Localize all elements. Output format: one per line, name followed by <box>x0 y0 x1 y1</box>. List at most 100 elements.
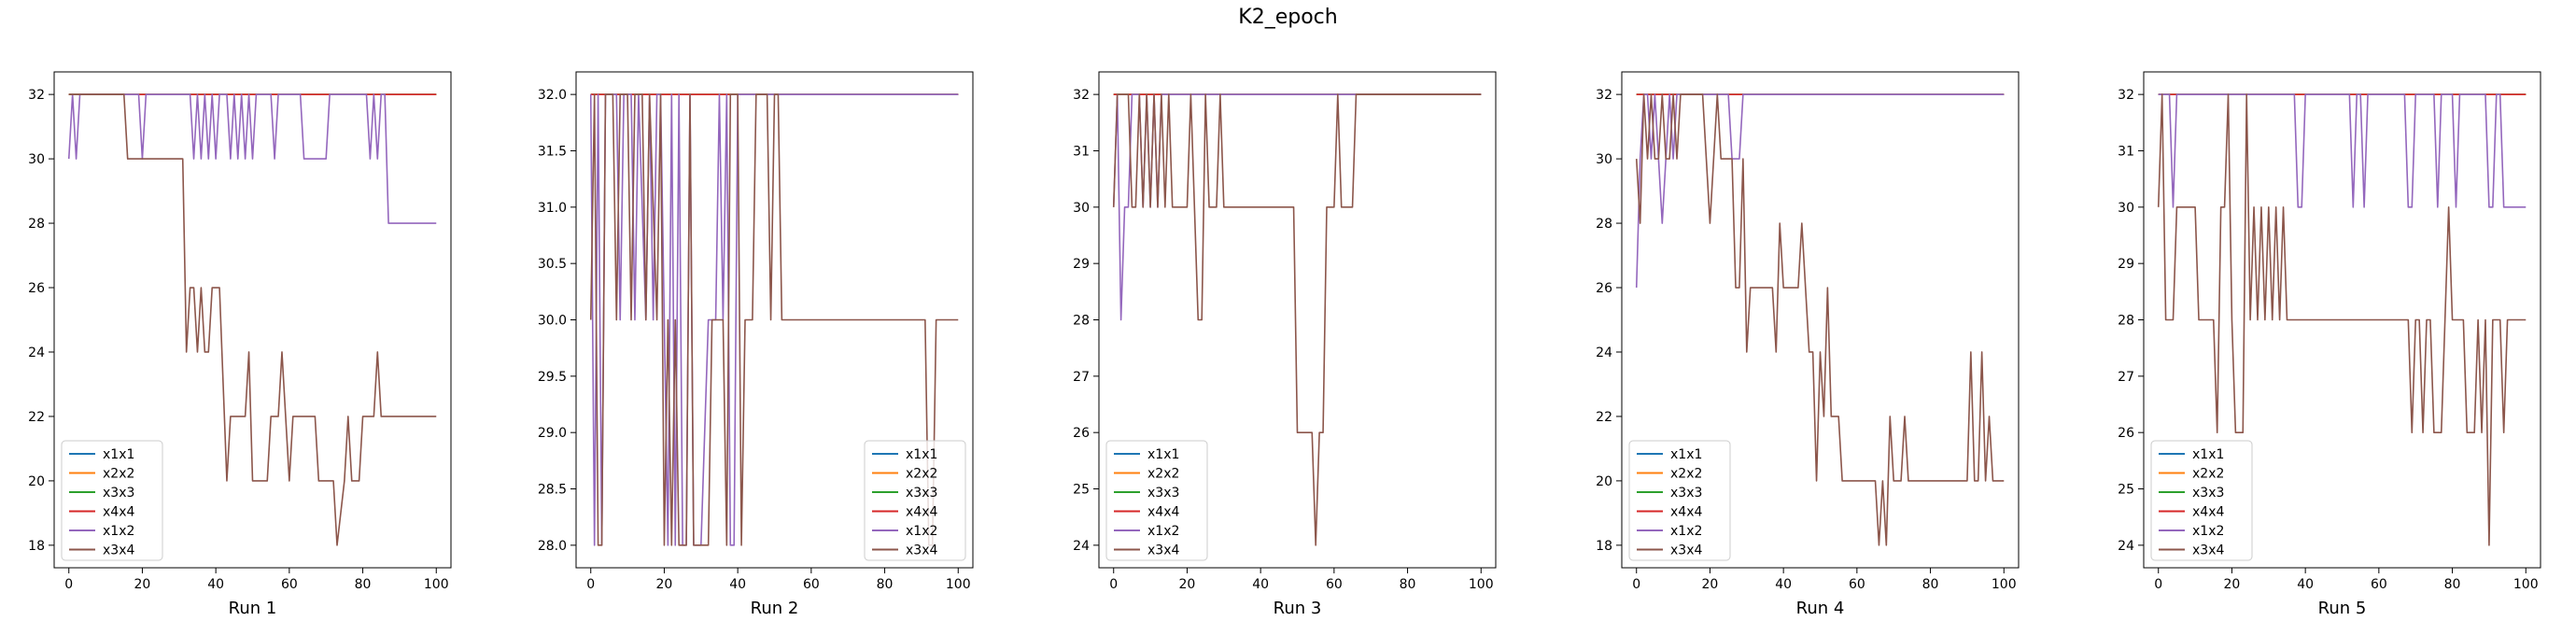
y-tick-label: 27 <box>1073 370 1090 385</box>
y-tick-label: 31 <box>1073 144 1090 159</box>
legend-label: x4x4 <box>2192 505 2224 520</box>
x-tick-label: 60 <box>2371 577 2387 592</box>
legend-label: x1x1 <box>906 447 937 462</box>
legend: x1x1 x2x2 x3x3 x4x4 x1x2 x3x4 <box>2150 440 2253 561</box>
y-tick-label: 26 <box>2118 426 2134 441</box>
y-tick-label: 20 <box>28 474 45 489</box>
x-tick-label: 80 <box>877 577 894 592</box>
legend: x1x1 x2x2 x3x3 x4x4 x1x2 x3x4 <box>1105 440 1208 561</box>
subplot-run-1: 0 20 40 60 80 100 18 20 22 24 26 28 30 32 Run 1 x1x1 x2x… <box>28 71 452 618</box>
x-tick-label: 100 <box>946 577 971 592</box>
legend-label: x4x4 <box>1147 505 1179 520</box>
y-tick-label: 32 <box>1596 88 1612 103</box>
series-line-x3x4 <box>68 93 437 546</box>
series-line-x3x4 <box>1635 93 2005 546</box>
x-tick-label: 0 <box>2154 577 2162 592</box>
x-tick-label: 0 <box>1632 577 1640 592</box>
y-tick-label: 29.5 <box>538 370 567 385</box>
series-group <box>67 93 437 546</box>
axes-frame <box>53 71 452 569</box>
y-tick-label: 30 <box>28 152 45 167</box>
series-line-x3x4 <box>2157 93 2527 546</box>
y-tick-label: 18 <box>1596 539 1612 554</box>
x-tick-label: 40 <box>1775 577 1792 592</box>
legend: x1x1 x2x2 x3x3 x4x4 x1x2 x3x4 <box>864 440 966 561</box>
y-tick-label: 28 <box>1073 314 1090 329</box>
y-tick-label: 29.0 <box>538 426 567 441</box>
y-tick-label: 31.0 <box>538 201 567 216</box>
legend-label: x4x4 <box>103 505 134 520</box>
y-tick-label: 32 <box>2118 88 2134 103</box>
legend-label: x1x2 <box>103 524 134 539</box>
legend-label: x1x1 <box>1670 447 1702 462</box>
legend-label: x1x2 <box>906 524 937 539</box>
y-tick-label: 25 <box>1073 483 1090 498</box>
y-tick-label: 31 <box>2118 144 2134 159</box>
legend-label: x1x2 <box>2192 524 2224 539</box>
y-tick-label: 30 <box>1073 201 1090 216</box>
y-tick-label: 22 <box>1596 410 1612 425</box>
legend-label: x2x2 <box>103 467 134 482</box>
series-line-x1x2 <box>1635 93 2005 289</box>
series-group <box>589 93 959 546</box>
y-tick-label: 25 <box>2118 483 2134 498</box>
legend-label: x1x1 <box>2192 447 2224 462</box>
x-tick-label: 0 <box>1109 577 1118 592</box>
series-line-x3x4 <box>1112 93 1482 546</box>
y-tick-label: 28 <box>28 217 45 232</box>
x-tick-label: 0 <box>586 577 595 592</box>
y-tick-label: 29 <box>2118 257 2134 272</box>
legend-label: x1x2 <box>1147 524 1179 539</box>
y-tick-label: 30 <box>1596 152 1612 167</box>
legend-label: x3x3 <box>1670 486 1702 501</box>
y-tick-label: 20 <box>1596 474 1612 489</box>
y-tick-label: 24 <box>2118 539 2134 554</box>
x-tick-label: 100 <box>2513 577 2539 592</box>
subplot-run-4: 0 20 40 60 80 100 18 20 22 24 26 28 30 32 Run 4 x1x1 x2x… <box>1596 71 2020 618</box>
axes-frame <box>1098 71 1497 569</box>
series-line-x1x2 <box>1112 93 1482 321</box>
x-tick-label: 60 <box>281 577 298 592</box>
x-tick-label: 40 <box>1252 577 1269 592</box>
axes-frame <box>1621 71 2020 569</box>
y-tick-label: 30.5 <box>538 257 567 272</box>
x-tick-label: 40 <box>729 577 746 592</box>
x-tick-label: 40 <box>2297 577 2314 592</box>
y-tick-label: 28 <box>1596 217 1612 232</box>
legend-label: x2x2 <box>906 467 937 482</box>
y-tick-label: 22 <box>28 410 45 425</box>
x-tick-label: 20 <box>1702 577 1719 592</box>
y-tick-label: 29 <box>1073 257 1090 272</box>
series-line-x3x4 <box>589 93 959 546</box>
legend-label: x3x3 <box>2192 486 2224 501</box>
subplot-run-2: 0 20 40 60 80 100 28.0 28.5 29.0 29.5 30.0 30.5 31.0… <box>538 71 974 618</box>
legend-label: x3x3 <box>906 486 937 501</box>
y-tick-label: 24 <box>1596 346 1612 360</box>
legend-label: x2x2 <box>1670 467 1702 482</box>
axes-frame <box>2143 71 2541 569</box>
legend-label: x3x4 <box>2192 543 2224 558</box>
x-tick-label: 0 <box>64 577 73 592</box>
y-tick-label: 32 <box>28 88 45 103</box>
series-group <box>1635 93 2005 546</box>
legend: x1x1 x2x2 x3x3 x4x4 x1x2 x3x4 <box>1628 440 1731 561</box>
legend-label: x3x3 <box>103 486 134 501</box>
axes-frame <box>575 71 974 569</box>
series-group <box>1112 93 1482 546</box>
x-axis-label: Run 3 <box>1274 599 1322 618</box>
x-tick-label: 80 <box>1400 577 1416 592</box>
x-tick-label: 100 <box>1992 577 2017 592</box>
x-tick-label: 60 <box>1849 577 1865 592</box>
legend-label: x3x4 <box>906 543 937 558</box>
y-tick-label: 30 <box>2118 201 2134 216</box>
legend-label: x4x4 <box>906 505 937 520</box>
x-tick-label: 100 <box>424 577 449 592</box>
figure-title: K2_epoch <box>1238 6 1337 29</box>
y-tick-label: 24 <box>1073 539 1090 554</box>
x-tick-label: 20 <box>656 577 673 592</box>
series-line-x1x2 <box>2158 93 2527 208</box>
y-tick-label: 24 <box>28 346 45 360</box>
